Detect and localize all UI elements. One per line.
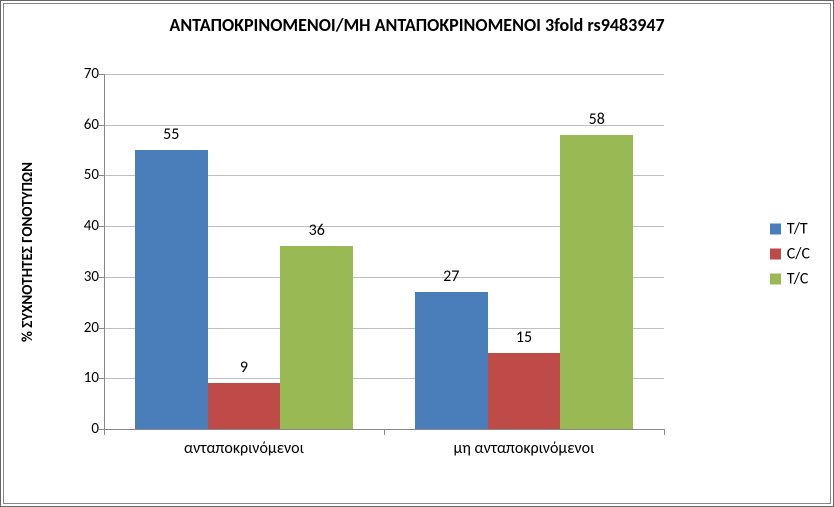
y-tick-mark [98, 277, 104, 278]
legend: T/T C/C T/C [770, 213, 810, 294]
y-tick-label: 40 [64, 217, 99, 235]
legend-item: T/C [770, 269, 810, 288]
chart-inner: ΑΝΤΑΠΟΚΡΙΝΟΜΕΝΟΙ/ΜΗ ΑΝΤΑΠΟΚΡΙΝΟΜΕΝΟΙ 3fo… [3, 3, 831, 504]
y-tick-mark [98, 378, 104, 379]
bar: 55 [135, 150, 208, 429]
legend-label: C/C [787, 244, 810, 263]
bar-value-label: 15 [516, 328, 532, 347]
bar-value-label: 27 [443, 267, 459, 286]
y-tick-label: 0 [64, 420, 99, 438]
y-tick-label: 60 [64, 116, 99, 134]
legend-label: T/C [787, 269, 809, 288]
legend-swatch [770, 273, 781, 284]
y-tick-mark [98, 125, 104, 126]
y-tick-mark [98, 429, 104, 430]
y-tick-label: 70 [64, 65, 99, 83]
bar-value-label: 36 [309, 221, 325, 240]
x-category-label: ανταποκρινόμενοι [184, 439, 304, 458]
x-tick-mark [384, 429, 385, 435]
bar: 15 [488, 353, 561, 429]
legend-item: T/T [770, 219, 810, 238]
y-tick-mark [98, 226, 104, 227]
bar-value-label: 55 [163, 125, 179, 144]
bar: 9 [208, 383, 281, 429]
legend-swatch [770, 223, 781, 234]
bar: 36 [280, 246, 353, 429]
legend-swatch [770, 248, 781, 259]
chart-title: ΑΝΤΑΠΟΚΡΙΝΟΜΕΝΟΙ/ΜΗ ΑΝΤΑΠΟΚΡΙΝΟΜΕΝΟΙ 3fo… [4, 14, 830, 36]
bar: 27 [415, 292, 488, 429]
y-tick-mark [98, 328, 104, 329]
y-axis-title: % ΣΥΧΝΟΤΗΤΕΣ ΓΟΝΟΤΥΠΩΝ [16, 74, 41, 429]
y-axis-labels: 010203040506070 [64, 74, 99, 429]
plot-area: 55936271558 [104, 74, 664, 429]
y-axis-line [104, 74, 105, 429]
y-tick-label: 50 [64, 166, 99, 184]
bar-value-label: 9 [240, 358, 248, 377]
x-category-label: μη ανταποκρινόμενοι [453, 439, 594, 458]
bar: 58 [560, 135, 633, 429]
legend-item: C/C [770, 244, 810, 263]
y-tick-mark [98, 74, 104, 75]
y-tick-label: 30 [64, 268, 99, 286]
legend-label: T/T [787, 219, 808, 238]
y-tick-mark [98, 175, 104, 176]
x-tick-mark [664, 429, 665, 435]
x-tick-mark [104, 429, 105, 435]
grid-line [104, 125, 664, 126]
bar-value-label: 58 [589, 110, 605, 129]
chart-container: ΑΝΤΑΠΟΚΡΙΝΟΜΕΝΟΙ/ΜΗ ΑΝΤΑΠΟΚΡΙΝΟΜΕΝΟΙ 3fo… [0, 0, 834, 507]
grid-line [104, 74, 664, 75]
y-tick-label: 10 [64, 369, 99, 387]
y-tick-label: 20 [64, 319, 99, 337]
